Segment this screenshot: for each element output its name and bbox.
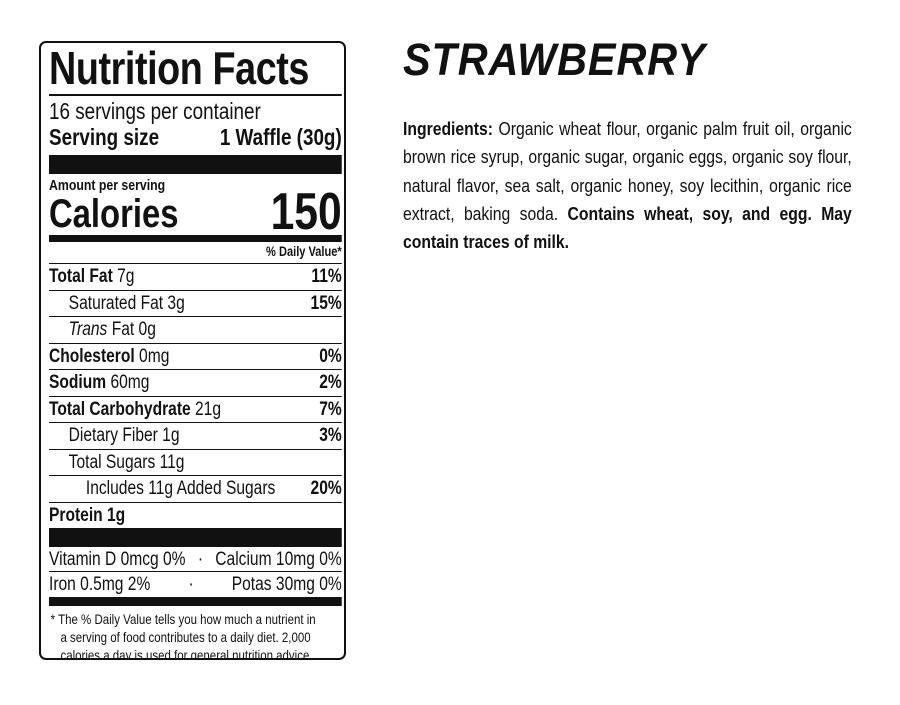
nutrient-row-trans-fat: Trans Fat 0g bbox=[49, 317, 342, 344]
nutrient-amount: 1g bbox=[107, 504, 126, 526]
vitamin-row: Vitamin D 0mcg 0% · Calcium 10mg 0% bbox=[49, 547, 342, 572]
ingredients-text: Organic wheat flour, organic palm fruit … bbox=[403, 118, 852, 224]
divider-bar bbox=[49, 597, 342, 606]
nutrient-amount: 0mg bbox=[139, 345, 170, 367]
nutrient-name: Protein bbox=[49, 504, 103, 526]
divider-bar bbox=[49, 155, 342, 174]
amount-per-serving: Amount per serving bbox=[49, 177, 166, 194]
nutrient-name: Total Fat bbox=[49, 266, 113, 287]
serving-size-row: Serving size 1 Waffle (30g) bbox=[49, 124, 342, 151]
footnote-line: * The % Daily Value tells you how much a… bbox=[50, 611, 316, 627]
nutrient-name: Total Sugars bbox=[68, 451, 156, 473]
nutrient-name: Sodium bbox=[49, 372, 107, 393]
nutrient-amount: 1g bbox=[162, 425, 180, 446]
daily-value-header: % Daily Value* bbox=[49, 242, 342, 264]
vitamin-right: Potas 30mg 0% bbox=[231, 574, 342, 595]
calories-label: Calories bbox=[49, 192, 179, 236]
calories-row: Calories 150 bbox=[49, 186, 342, 238]
footnote-line: calories a day is used for general nutri… bbox=[60, 647, 313, 660]
calories-value: 150 bbox=[270, 183, 342, 241]
nutrient-name-suffix: Fat bbox=[111, 319, 135, 340]
vitamin-right: Calcium 10mg 0% bbox=[215, 549, 342, 570]
nutrient-name: Cholesterol bbox=[49, 345, 135, 367]
nutrient-dv: 3% bbox=[319, 425, 342, 446]
ingredients-paragraph: Ingredients: Organic wheat flour, organi… bbox=[403, 115, 852, 256]
ingredients-label: Ingredients: bbox=[403, 118, 493, 139]
vitamin-row: Iron 0.5mg 2% · Potas 30mg 0% bbox=[49, 572, 342, 596]
divider-bar bbox=[49, 528, 342, 547]
nutrient-row-protein: Protein 1g bbox=[49, 503, 342, 529]
vitamin-left: Vitamin D 0mcg 0% bbox=[49, 549, 186, 570]
nutrient-amount: 60mg bbox=[110, 372, 150, 393]
nutrient-dv: 15% bbox=[310, 292, 342, 314]
nutrient-row-total-carbohydrate: Total Carbohydrate 21g 7% bbox=[49, 397, 342, 423]
footnote-line: a serving of food contributes to a daily… bbox=[60, 629, 311, 645]
nutrient-row-total-sugars: Total Sugars 11g bbox=[49, 450, 342, 476]
nutrient-dv: 11% bbox=[311, 266, 342, 287]
separator-dot: · bbox=[188, 574, 194, 595]
nutrient-dv: 0% bbox=[319, 345, 342, 367]
divider-bar bbox=[49, 235, 342, 242]
nutrient-name: Includes 11g Added Sugars bbox=[85, 478, 276, 499]
nutrient-name: Trans bbox=[68, 319, 108, 340]
nutrient-row-total-fat: Total Fat 7g 11% bbox=[49, 264, 342, 291]
nutrient-name: Total Carbohydrate bbox=[49, 398, 191, 420]
nutrient-amount: 7g bbox=[117, 266, 135, 287]
nutrient-row-saturated-fat: Saturated Fat 3g 15% bbox=[49, 291, 342, 317]
nutrient-dv: 2% bbox=[319, 372, 342, 393]
nutrition-facts-label: Nutrition Facts 16 servings per containe… bbox=[39, 41, 346, 660]
nutrient-amount: 0g bbox=[138, 319, 156, 340]
servings-per-container: 16 servings per container bbox=[49, 98, 261, 124]
separator-dot: · bbox=[197, 549, 204, 570]
nutrient-amount: 21g bbox=[195, 398, 222, 420]
vitamin-left: Iron 0.5mg 2% bbox=[49, 574, 151, 595]
nutrient-row-cholesterol: Cholesterol 0mg 0% bbox=[49, 344, 342, 370]
nutrient-dv: 7% bbox=[319, 398, 342, 420]
nutrient-name: Dietary Fiber bbox=[68, 425, 158, 446]
nutrient-name: Saturated Fat bbox=[68, 292, 164, 314]
allergen-statement: Contains wheat, soy, and egg. May contai… bbox=[403, 202, 852, 253]
nutrient-row-sodium: Sodium 60mg 2% bbox=[49, 370, 342, 397]
nutrient-dv: 20% bbox=[310, 478, 342, 499]
nutrient-amount: 3g bbox=[167, 292, 185, 314]
footnote: * The % Daily Value tells you how much a… bbox=[49, 610, 342, 660]
serving-size-value: 1 Waffle (30g) bbox=[219, 124, 342, 150]
nutrient-row-dietary-fiber: Dietary Fiber 1g 3% bbox=[49, 423, 342, 450]
serving-size-label: Serving size bbox=[49, 124, 160, 150]
nutrient-row-added-sugars: Includes 11g Added Sugars 20% bbox=[49, 476, 342, 503]
flavor-title: STRAWBERRY bbox=[403, 34, 706, 85]
label-title: Nutrition Facts bbox=[49, 43, 342, 96]
nutrient-amount: 11g bbox=[159, 451, 185, 473]
